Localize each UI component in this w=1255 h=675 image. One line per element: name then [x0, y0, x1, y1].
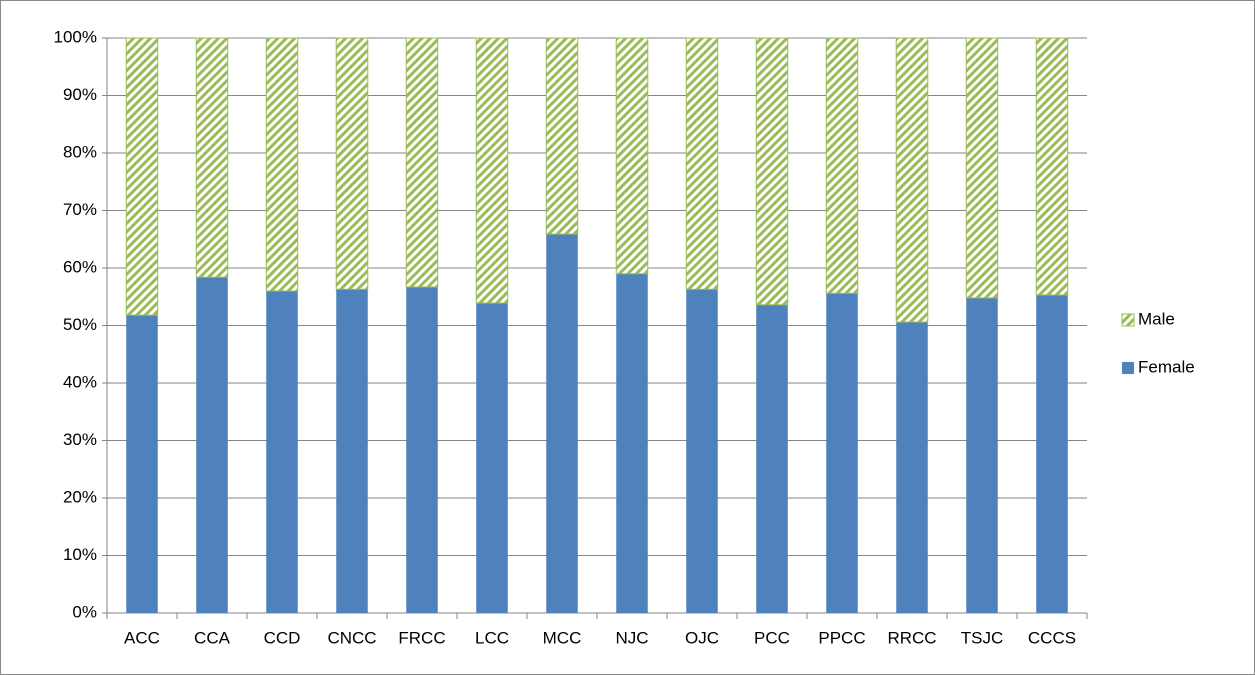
- bar-segment: [546, 234, 578, 613]
- legend-swatch: [1122, 362, 1134, 374]
- x-tick-label: LCC: [475, 628, 509, 647]
- bar-segment: [195, 37, 229, 278]
- x-tick-label: CCA: [194, 628, 231, 647]
- bar-segment: [265, 37, 299, 292]
- bar-segment: [966, 297, 998, 613]
- bar-segment: [545, 37, 579, 235]
- x-tick-label: RRCC: [887, 628, 936, 647]
- x-tick-label: CNCC: [327, 628, 376, 647]
- legend-label: Female: [1138, 357, 1195, 376]
- legend-swatch: [1121, 313, 1135, 327]
- bar-segment: [685, 37, 719, 290]
- bar-segment: [755, 37, 789, 306]
- x-tick-label: ACC: [124, 628, 160, 647]
- bar-segment: [475, 37, 509, 304]
- bar-segment: [335, 37, 369, 290]
- x-tick-label: TSJC: [961, 628, 1004, 647]
- x-tick-label: CCD: [264, 628, 301, 647]
- x-tick-label: CCCS: [1028, 628, 1076, 647]
- bar-segment: [1036, 295, 1068, 613]
- bar-segment: [826, 293, 858, 613]
- y-tick-label: 90%: [63, 85, 97, 104]
- x-tick-label: MCC: [543, 628, 582, 647]
- bar-segment: [615, 37, 649, 275]
- bar-segment: [895, 37, 929, 323]
- bar-segment: [616, 273, 648, 613]
- y-tick-label: 80%: [63, 142, 97, 161]
- bar-segment: [126, 315, 158, 613]
- bar-segment: [196, 277, 228, 613]
- x-tick-label: NJC: [615, 628, 648, 647]
- y-tick-label: 40%: [63, 372, 97, 391]
- bar-segment: [405, 37, 439, 288]
- bar-segment: [266, 291, 298, 613]
- y-tick-label: 100%: [54, 27, 97, 46]
- legend-label: Male: [1138, 309, 1175, 328]
- bar-segment: [125, 37, 159, 316]
- bar-segment: [756, 304, 788, 613]
- y-tick-label: 30%: [63, 430, 97, 449]
- bar-segment: [336, 289, 368, 613]
- bar-segment: [1035, 37, 1069, 296]
- x-tick-label: OJC: [685, 628, 719, 647]
- bar-segment: [896, 322, 928, 613]
- y-tick-label: 0%: [72, 602, 97, 621]
- bar-segment: [686, 289, 718, 613]
- y-tick-label: 50%: [63, 315, 97, 334]
- y-tick-label: 70%: [63, 200, 97, 219]
- bar-segment: [476, 303, 508, 613]
- bar-segment: [406, 286, 438, 613]
- y-tick-label: 20%: [63, 487, 97, 506]
- y-tick-label: 10%: [63, 545, 97, 564]
- bar-segment: [965, 37, 999, 299]
- x-tick-label: PPCC: [818, 628, 865, 647]
- x-tick-label: FRCC: [398, 628, 445, 647]
- bar-segment: [825, 37, 859, 294]
- x-tick-label: PCC: [754, 628, 790, 647]
- y-tick-label: 60%: [63, 257, 97, 276]
